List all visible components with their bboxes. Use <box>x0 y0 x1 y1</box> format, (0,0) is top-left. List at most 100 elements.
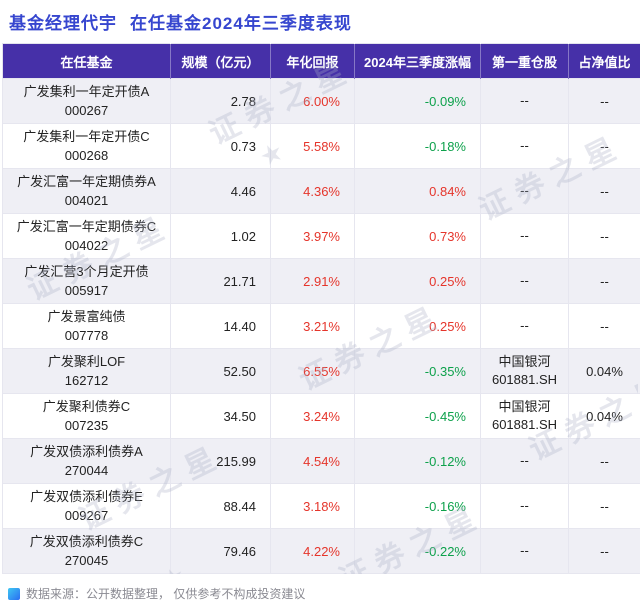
fund-name: 广发双债添利债券E <box>3 487 170 506</box>
net-ratio-value: -- <box>569 214 640 259</box>
fund-cell: 广发集利一年定开债C 000268 <box>3 124 171 169</box>
net-ratio-value: -- <box>569 259 640 304</box>
fund-name: 广发双债添利债券C <box>3 532 170 551</box>
top-holding-code: 601881.SH <box>481 416 568 434</box>
top-holding-name: -- <box>481 92 568 110</box>
net-ratio-value: 0.04% <box>569 349 640 394</box>
col-header-annual-return: 年化回报 <box>271 44 355 79</box>
footer-text: 数据来源：公开数据整理， 仅供参考不构成投资建议 <box>26 585 305 602</box>
fund-cell: 广发聚利债券C 007235 <box>3 394 171 439</box>
table-row: 广发汇富一年定期债券A 004021 4.46 4.36% 0.84% -- -… <box>3 169 640 214</box>
annual-return-value: 3.21% <box>271 304 355 349</box>
scale-value: 0.73 <box>171 124 271 169</box>
fund-code: 005917 <box>3 281 170 300</box>
fund-cell: 广发双债添利债券E 009267 <box>3 484 171 529</box>
fund-cell: 广发双债添利债券C 270045 <box>3 529 171 574</box>
fund-cell: 广发双债添利债券A 270044 <box>3 439 171 484</box>
title-subject: 在任基金2024年三季度表现 <box>130 14 352 33</box>
top-holding-cell: -- <box>481 79 569 124</box>
fund-name: 广发双债添利债券A <box>3 442 170 461</box>
fund-name: 广发聚利LOF <box>3 352 170 371</box>
fund-code: 000267 <box>3 101 170 120</box>
fund-code: 162712 <box>3 371 170 390</box>
q3-change-value: -0.18% <box>355 124 481 169</box>
fund-code: 000268 <box>3 146 170 165</box>
top-holding-cell: -- <box>481 259 569 304</box>
top-holding-cell: 中国银河 601881.SH <box>481 394 569 439</box>
top-holding-cell: -- <box>481 124 569 169</box>
annual-return-value: 3.18% <box>271 484 355 529</box>
table-row: 广发景富纯债 007778 14.40 3.21% 0.25% -- -- <box>3 304 640 349</box>
top-holding-name: -- <box>481 272 568 290</box>
col-header-net-ratio: 占净值比 <box>569 44 640 79</box>
annual-return-value: 2.91% <box>271 259 355 304</box>
col-header-q3-change: 2024年三季度涨幅 <box>355 44 481 79</box>
top-holding-name: 中国银河 <box>481 353 568 371</box>
top-holding-name: -- <box>481 227 568 245</box>
scale-value: 14.40 <box>171 304 271 349</box>
top-holding-name: -- <box>481 317 568 335</box>
q3-change-value: 0.25% <box>355 259 481 304</box>
q3-change-value: 0.84% <box>355 169 481 214</box>
top-holding-cell: -- <box>481 304 569 349</box>
footer-note: 数据来源：公开数据整理， 仅供参考不构成投资建议 <box>2 585 638 602</box>
net-ratio-value: -- <box>569 304 640 349</box>
table-row: 广发聚利债券C 007235 34.50 3.24% -0.45% 中国银河 6… <box>3 394 640 439</box>
page-title: 基金经理代宇在任基金2024年三季度表现 <box>2 6 638 43</box>
header-row: 在任基金 规模（亿元） 年化回报 2024年三季度涨幅 第一重仓股 占净值比 <box>3 44 640 79</box>
top-holding-name: -- <box>481 497 568 515</box>
top-holding-name: 中国银河 <box>481 398 568 416</box>
fund-code: 004022 <box>3 236 170 255</box>
annual-return-value: 6.00% <box>271 79 355 124</box>
net-ratio-value: -- <box>569 529 640 574</box>
scale-value: 79.46 <box>171 529 271 574</box>
top-holding-cell: -- <box>481 439 569 484</box>
fund-code: 004021 <box>3 191 170 210</box>
scale-value: 52.50 <box>171 349 271 394</box>
source-icon <box>8 588 20 600</box>
annual-return-value: 6.55% <box>271 349 355 394</box>
top-holding-name: -- <box>481 452 568 470</box>
fund-code: 270044 <box>3 461 170 480</box>
net-ratio-value: 0.04% <box>569 394 640 439</box>
net-ratio-value: -- <box>569 484 640 529</box>
top-holding-cell: -- <box>481 529 569 574</box>
table-row: 广发汇营3个月定开债 005917 21.71 2.91% 0.25% -- -… <box>3 259 640 304</box>
scale-value: 215.99 <box>171 439 271 484</box>
fund-name: 广发集利一年定开债A <box>3 82 170 101</box>
q3-change-value: -0.09% <box>355 79 481 124</box>
scale-value: 34.50 <box>171 394 271 439</box>
fund-cell: 广发景富纯债 007778 <box>3 304 171 349</box>
q3-change-value: -0.12% <box>355 439 481 484</box>
fund-code: 007778 <box>3 326 170 345</box>
table-row: 广发聚利LOF 162712 52.50 6.55% -0.35% 中国银河 6… <box>3 349 640 394</box>
scale-value: 88.44 <box>171 484 271 529</box>
top-holding-name: -- <box>481 182 568 200</box>
col-header-fund: 在任基金 <box>3 44 171 79</box>
scale-value: 4.46 <box>171 169 271 214</box>
top-holding-cell: 中国银河 601881.SH <box>481 349 569 394</box>
table-row: 广发双债添利债券E 009267 88.44 3.18% -0.16% -- -… <box>3 484 640 529</box>
fund-cell: 广发集利一年定开债A 000267 <box>3 79 171 124</box>
table-row: 广发双债添利债券C 270045 79.46 4.22% -0.22% -- -… <box>3 529 640 574</box>
net-ratio-value: -- <box>569 439 640 484</box>
top-holding-cell: -- <box>481 484 569 529</box>
table-row: 广发集利一年定开债A 000267 2.78 6.00% -0.09% -- -… <box>3 79 640 124</box>
fund-code: 009267 <box>3 506 170 525</box>
title-manager: 基金经理代宇 <box>9 14 117 33</box>
q3-change-value: 0.73% <box>355 214 481 259</box>
top-holding-code: 601881.SH <box>481 371 568 389</box>
table-row: 广发双债添利债券A 270044 215.99 4.54% -0.12% -- … <box>3 439 640 484</box>
table-row: 广发汇富一年定期债券C 004022 1.02 3.97% 0.73% -- -… <box>3 214 640 259</box>
top-holding-cell: -- <box>481 169 569 214</box>
q3-change-value: 0.25% <box>355 304 481 349</box>
net-ratio-value: -- <box>569 124 640 169</box>
q3-change-value: -0.22% <box>355 529 481 574</box>
net-ratio-value: -- <box>569 169 640 214</box>
fund-cell: 广发汇富一年定期债券C 004022 <box>3 214 171 259</box>
annual-return-value: 3.97% <box>271 214 355 259</box>
fund-table: 在任基金 规模（亿元） 年化回报 2024年三季度涨幅 第一重仓股 占净值比 广… <box>2 43 640 574</box>
fund-name: 广发汇富一年定期债券C <box>3 217 170 236</box>
annual-return-value: 4.22% <box>271 529 355 574</box>
